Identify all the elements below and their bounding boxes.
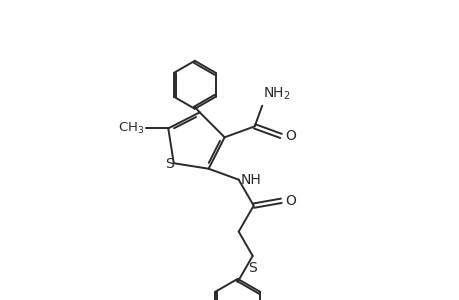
Text: NH$_2$: NH$_2$	[263, 85, 290, 102]
Text: S: S	[248, 261, 257, 275]
Text: CH$_3$: CH$_3$	[118, 121, 144, 136]
Text: O: O	[285, 129, 295, 143]
Text: O: O	[285, 194, 296, 208]
Text: NH: NH	[240, 173, 261, 187]
Text: S: S	[165, 157, 174, 171]
